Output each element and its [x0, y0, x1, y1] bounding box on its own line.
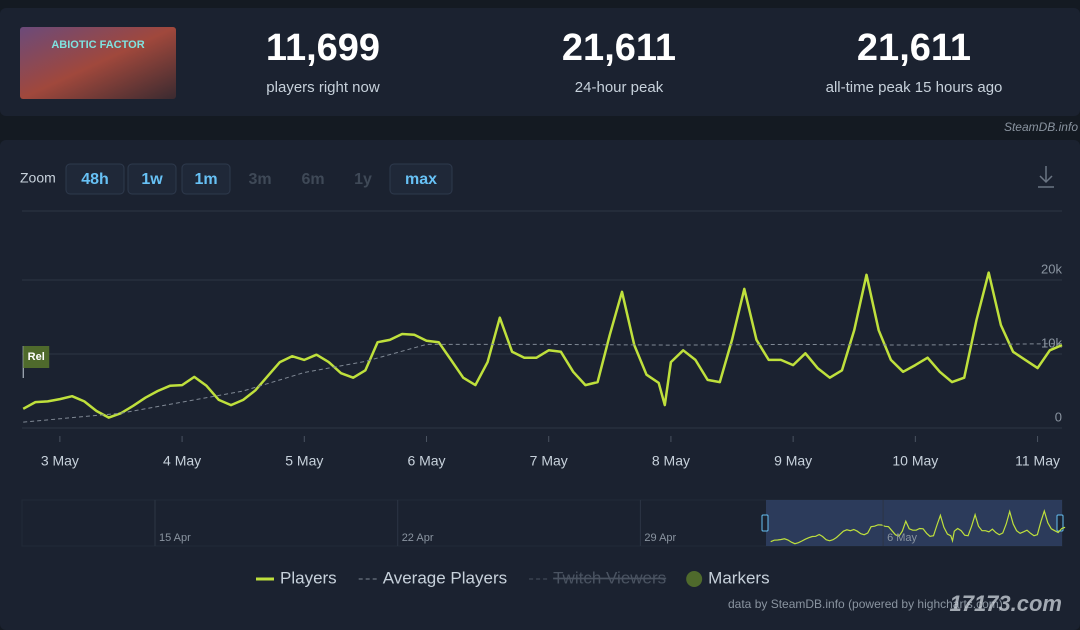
- navigator-label: 29 Apr: [644, 532, 676, 544]
- x-tick-label: 11 May: [1015, 453, 1060, 469]
- y-tick-label: 20k: [1041, 261, 1062, 276]
- navigator-label: 6 May: [887, 532, 917, 544]
- x-tick-label: 8 May: [652, 453, 690, 469]
- zoom-button-label: 3m: [248, 171, 271, 188]
- navigator-handle[interactable]: [761, 514, 769, 532]
- zoom-button-label[interactable]: max: [405, 171, 437, 188]
- zoom-label: Zoom: [20, 170, 56, 186]
- y-tick-label: 0: [1055, 409, 1062, 424]
- x-tick-label: 5 May: [285, 453, 323, 469]
- stat-value: 21,611: [562, 27, 676, 69]
- x-tick-label: 4 May: [163, 453, 201, 469]
- legend-swatch: [686, 571, 703, 587]
- navigator-line: [770, 508, 1066, 545]
- zoom-button[interactable]: [389, 163, 453, 195]
- stat-value: 11,699: [266, 27, 380, 69]
- marker-label: Rel: [28, 351, 45, 363]
- game-image: [20, 27, 176, 99]
- stat-value: 21,611: [857, 27, 971, 69]
- zoom-button[interactable]: [181, 163, 231, 195]
- legend-label[interactable]: Players: [280, 568, 337, 587]
- zoom-button[interactable]: [65, 163, 125, 195]
- x-tick-label: 3 May: [41, 453, 79, 469]
- marker-flag[interactable]: [23, 346, 50, 368]
- stat-label: all-time peak 15 hours ago: [826, 79, 1003, 96]
- source: SteamDB.info: [1004, 120, 1078, 134]
- zoom-button-label[interactable]: 1m: [194, 171, 217, 188]
- chart-panel: [0, 140, 1080, 630]
- x-tick-label: 7 May: [530, 453, 568, 469]
- average-line: [23, 343, 1063, 423]
- stat-label: players right now: [266, 79, 380, 96]
- x-tick-label: 9 May: [774, 453, 812, 469]
- header-panel: [0, 8, 1080, 116]
- legend-label[interactable]: Average Players: [383, 568, 507, 587]
- zoom-button-label: 1y: [354, 171, 372, 188]
- zoom-button-label: 6m: [301, 171, 324, 188]
- watermark: 17173.com: [949, 591, 1062, 616]
- zoom-button[interactable]: [127, 163, 177, 195]
- x-tick-label: 10 May: [892, 453, 938, 469]
- legend-label[interactable]: Markers: [708, 568, 769, 587]
- credit: data by SteamDB.info (powered by highcha…: [728, 597, 1003, 611]
- zoom-button-label[interactable]: 1w: [141, 171, 163, 188]
- x-tick-label: 6 May: [407, 453, 445, 469]
- download-icon[interactable]: [1038, 166, 1054, 188]
- players-line: [22, 271, 1063, 419]
- navigator-label: 15 Apr: [159, 532, 191, 544]
- game-logo: ABIOTIC FACTOR: [51, 39, 144, 51]
- legend-label[interactable]: Twitch Viewers: [553, 568, 666, 587]
- navigator-label: 22 Apr: [402, 532, 434, 544]
- zoom-button-label[interactable]: 48h: [81, 171, 109, 188]
- stat-label: 24-hour peak: [575, 79, 664, 96]
